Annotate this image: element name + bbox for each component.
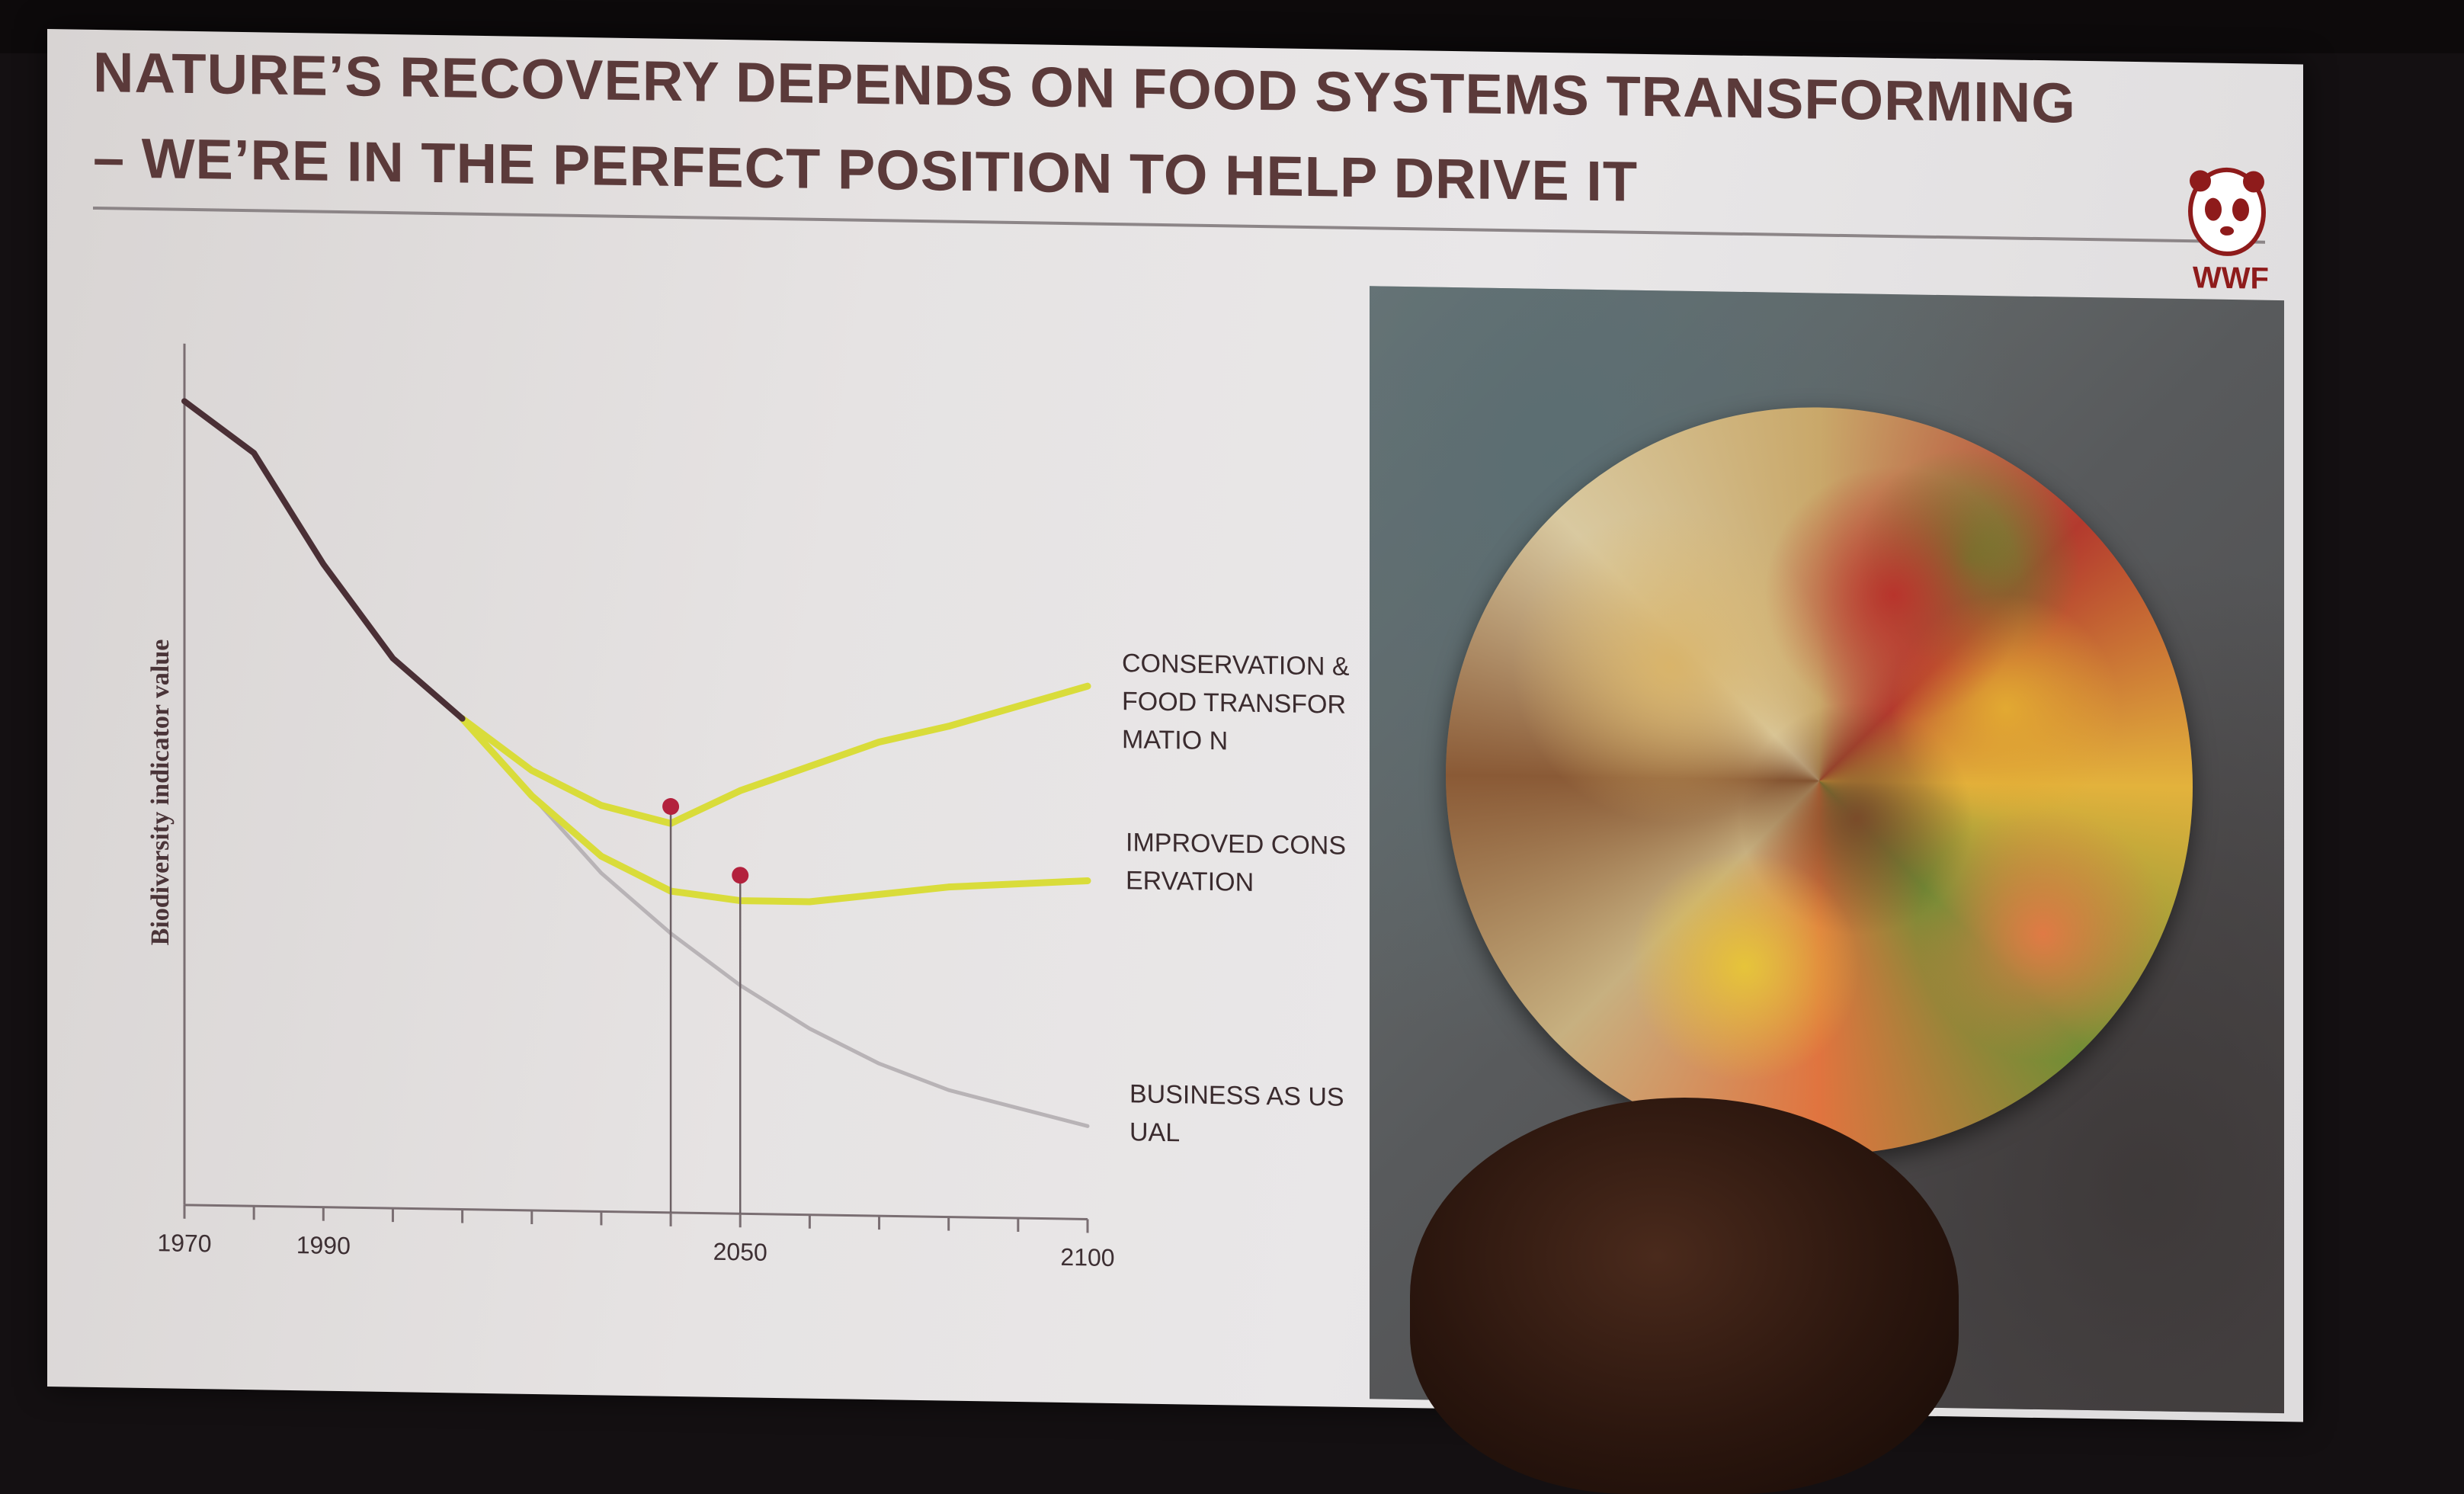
label-business-as-usual: BUSINESS AS USUAL [1129, 1079, 1344, 1148]
marker-point-1 [662, 798, 680, 816]
x-tick-label-2050: 2050 [713, 1237, 767, 1266]
series-line-conservation-food-transformation [459, 682, 1091, 827]
wwf-logo-text: WWF [2193, 261, 2269, 296]
label-improved-conservation: IMPROVED CONSERVATION [1126, 828, 1347, 897]
presentation-slide: NATURE’S RECOVERY DEPENDS ON FOOD SYSTEM… [47, 29, 2303, 1422]
x-tick-label-2100: 2100 [1060, 1242, 1115, 1272]
series-line-improved-conservation [459, 715, 1091, 906]
x-tick-label-1970: 1970 [157, 1229, 212, 1258]
food-plate [1446, 401, 2193, 1161]
x-axis [184, 1204, 1088, 1220]
panda-logo-icon [2188, 167, 2266, 256]
biodiversity-chart [181, 343, 1091, 1233]
label-conservation-food-transformation: CONSERVATION & FOOD TRANSFORMATIO N [1122, 649, 1350, 756]
x-tick-label-1990: 1990 [296, 1231, 351, 1260]
marker-point-2 [732, 867, 749, 884]
history-line [181, 398, 466, 722]
y-axis-label: Biodiversity indicator value [146, 639, 175, 946]
audience-head [1410, 1098, 1959, 1494]
